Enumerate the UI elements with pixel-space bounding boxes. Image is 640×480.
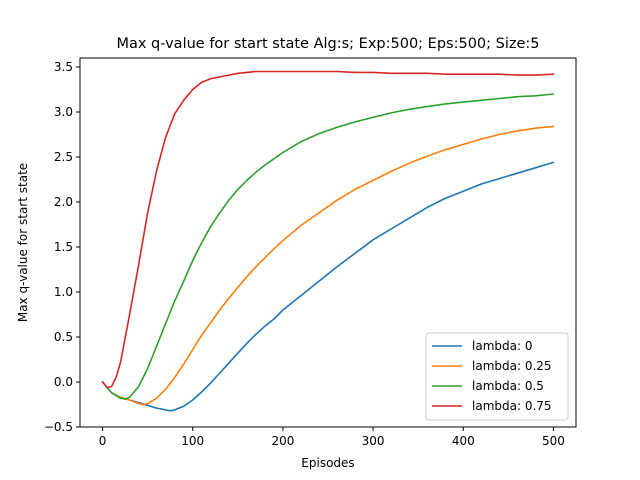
plot-lines — [101, 70, 555, 412]
series-line-3 — [101, 70, 555, 389]
y-tick-label: 0.0 — [54, 375, 73, 389]
y-tick-label: 0.5 — [54, 330, 73, 344]
x-tick-label: 0 — [99, 434, 107, 448]
y-tick-label: 2.0 — [54, 195, 73, 209]
legend-label-2: lambda: 0.5 — [472, 379, 544, 393]
legend-label-1: lambda: 0.25 — [472, 359, 552, 373]
x-tick-label: 400 — [452, 434, 475, 448]
x-tick-label: 200 — [271, 434, 294, 448]
y-tick-label: 3.0 — [54, 105, 73, 119]
plot-frame — [79, 57, 577, 428]
x-axis-label: Episodes — [301, 456, 354, 470]
x-tick-label: 300 — [362, 434, 385, 448]
y-tick-label: 1.0 — [54, 285, 73, 299]
y-tick-label: 1.5 — [54, 240, 73, 254]
legend-label-3: lambda: 0.75 — [472, 399, 552, 413]
y-axis: −0.5 0.0 0.5 1.0 1.5 2.0 2.5 3.0 3.5 — [44, 60, 80, 434]
y-tick-label: −0.5 — [44, 420, 73, 434]
x-axis: 0 100 200 300 400 500 — [99, 427, 565, 448]
legend-label-0: lambda: 0 — [472, 339, 532, 353]
y-tick-label: 2.5 — [54, 150, 73, 164]
series-line-1 — [101, 125, 555, 406]
x-tick-label: 500 — [542, 434, 565, 448]
y-tick-label: 3.5 — [54, 60, 73, 74]
series-line-0 — [101, 161, 555, 412]
legend-box — [425, 332, 569, 421]
chart-title: Max q-value for start state Alg:s; Exp:5… — [116, 36, 539, 52]
legend: lambda: 0 lambda: 0.25 lambda: 0.5 lambda: … — [425, 332, 569, 421]
series-line-2 — [101, 93, 555, 400]
x-tick-label: 100 — [181, 434, 204, 448]
y-axis-label: Max q-value for start state — [16, 163, 30, 322]
